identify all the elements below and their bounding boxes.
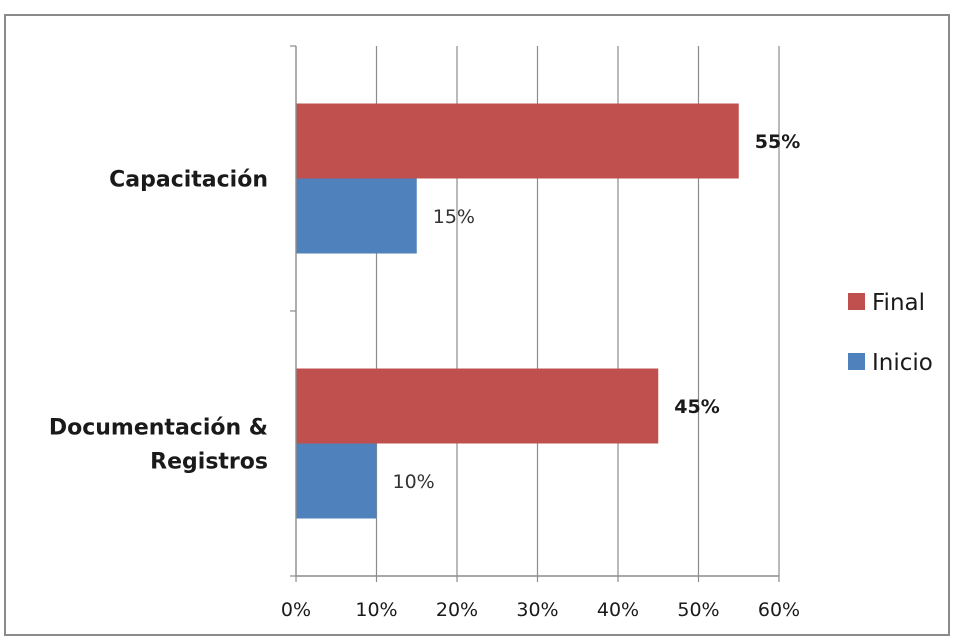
legend-label: Final [872, 290, 925, 316]
x-tick-label: 0% [281, 599, 311, 621]
data-label: 15% [433, 206, 475, 228]
x-tick-label: 50% [677, 599, 719, 621]
bar-inicio [296, 178, 417, 254]
legend-label: Inicio [872, 350, 933, 376]
bar-inicio [296, 443, 377, 519]
x-tick-label: 10% [355, 599, 397, 621]
category-label: Documentación & [49, 416, 268, 441]
bar-final [296, 103, 739, 179]
x-tick-label: 30% [516, 599, 558, 621]
x-tick-label: 60% [758, 599, 800, 621]
category-label: Registros [150, 450, 268, 475]
category-label: Capacitación [109, 168, 268, 193]
data-label: 55% [755, 131, 800, 153]
legend-swatch-inicio [848, 353, 865, 370]
x-tick-label: 40% [597, 599, 639, 621]
data-label: 45% [674, 396, 719, 418]
legend-swatch-final [848, 293, 865, 310]
data-label: 10% [393, 471, 435, 493]
bar-final [296, 368, 659, 444]
x-tick-label: 20% [436, 599, 478, 621]
